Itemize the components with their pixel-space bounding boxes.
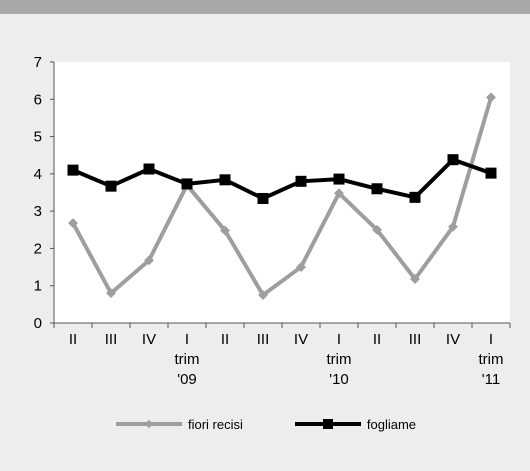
y-tick-label: 4 [34, 166, 42, 183]
legend-label-series-0: fiori recisi [187, 416, 243, 432]
series-0 [68, 92, 496, 300]
series-line-1 [72, 157, 492, 201]
legend: fiori recisi fogliame [0, 412, 530, 436]
legend-swatch-series-0 [115, 419, 182, 429]
x-tick-label: IV [446, 331, 460, 348]
y-tick-label: 0 [34, 315, 42, 332]
data-point [485, 167, 497, 179]
data-point [67, 164, 79, 176]
y-tick-label: 1 [34, 278, 42, 295]
x-tick-label: IV [142, 331, 156, 348]
y-tick-label: 3 [34, 203, 42, 220]
data-point [220, 225, 230, 236]
legend-swatch-series-1 [294, 419, 361, 429]
data-point [257, 192, 269, 204]
legend-item-series-1: fogliame [293, 417, 416, 432]
y-tick-label: 5 [34, 129, 42, 146]
data-point [447, 154, 459, 166]
data-point [219, 174, 231, 186]
data-point [181, 178, 193, 190]
data-point [448, 221, 458, 232]
legend-label-series-1: fogliame [366, 416, 417, 432]
data-point [410, 274, 420, 284]
data-point [105, 180, 117, 192]
data-point [295, 175, 307, 187]
y-tick-label: 6 [34, 91, 42, 108]
x-tick-label: II [221, 331, 229, 348]
y-tick-label: 7 [34, 54, 42, 71]
data-point [258, 290, 268, 300]
data-point [144, 255, 154, 266]
data-point [296, 262, 306, 273]
series-1 [67, 154, 497, 204]
legend-item-series-0: fiori recisi [114, 417, 243, 432]
x-tick-label: III [257, 331, 270, 348]
x-tick-label: II [373, 331, 381, 348]
data-point [409, 191, 421, 203]
title-bar [0, 0, 530, 14]
data-point [68, 218, 78, 229]
y-tick-label: 2 [34, 240, 42, 257]
data-point [333, 173, 345, 185]
data-point [371, 183, 383, 195]
x-tick-label: III [105, 331, 118, 348]
x-tick-label: III [409, 331, 422, 348]
data-point [143, 163, 155, 175]
x-tick-label: IV [294, 331, 308, 348]
series-line-0 [71, 96, 493, 298]
data-point [372, 224, 382, 235]
x-tick-label: II [69, 331, 77, 348]
data-point [334, 188, 344, 199]
